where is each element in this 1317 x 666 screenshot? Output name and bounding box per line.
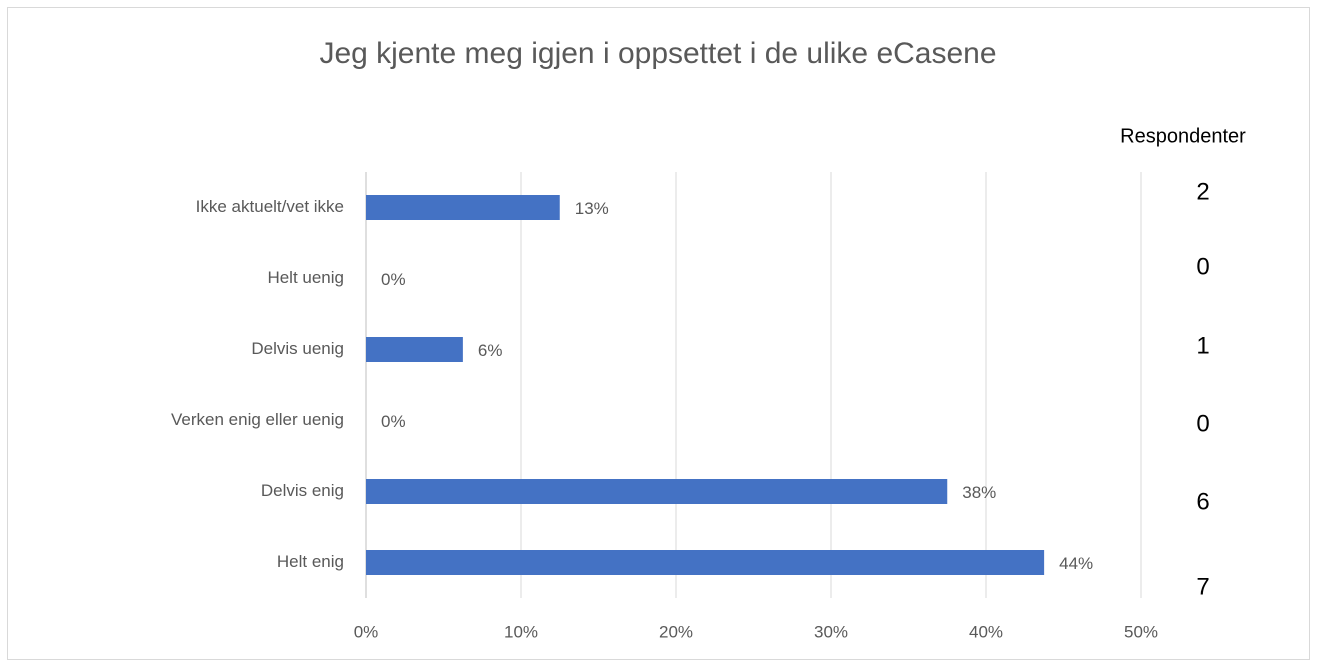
y-tick-label: Helt enig	[277, 552, 344, 571]
x-tick-label: 50%	[1124, 622, 1158, 641]
x-tick-label: 20%	[659, 622, 693, 641]
x-tick-label: 0%	[354, 622, 379, 641]
y-tick-label: Ikke aktuelt/vet ikke	[196, 197, 344, 216]
x-tick-label: 30%	[814, 622, 848, 641]
data-label: 6%	[478, 341, 503, 360]
y-tick-label: Verken enig eller uenig	[171, 410, 344, 429]
x-tick-label: 10%	[504, 622, 538, 641]
respondent-count: 7	[1196, 573, 1209, 600]
bar	[366, 479, 948, 504]
data-label: 13%	[575, 199, 609, 218]
respondent-count: 2	[1196, 178, 1209, 205]
data-label: 0%	[381, 412, 406, 431]
respondent-count: 1	[1196, 332, 1209, 359]
data-label: 44%	[1059, 554, 1093, 573]
respondent-count: 0	[1196, 253, 1209, 280]
x-tick-label: 40%	[969, 622, 1003, 641]
y-tick-label: Helt uenig	[267, 268, 344, 287]
bar	[366, 337, 463, 362]
respondent-count: 6	[1196, 488, 1209, 515]
respondents-title: Respondenter	[1120, 125, 1246, 147]
y-tick-label: Delvis uenig	[251, 339, 344, 358]
data-label: 0%	[381, 270, 406, 289]
respondent-count: 0	[1196, 410, 1209, 437]
bar	[366, 550, 1045, 575]
chart-title: Jeg kjente meg igjen i oppsettet i de ul…	[319, 37, 996, 70]
data-label: 38%	[962, 483, 996, 502]
bar	[366, 195, 560, 220]
y-tick-label: Delvis enig	[261, 481, 344, 500]
